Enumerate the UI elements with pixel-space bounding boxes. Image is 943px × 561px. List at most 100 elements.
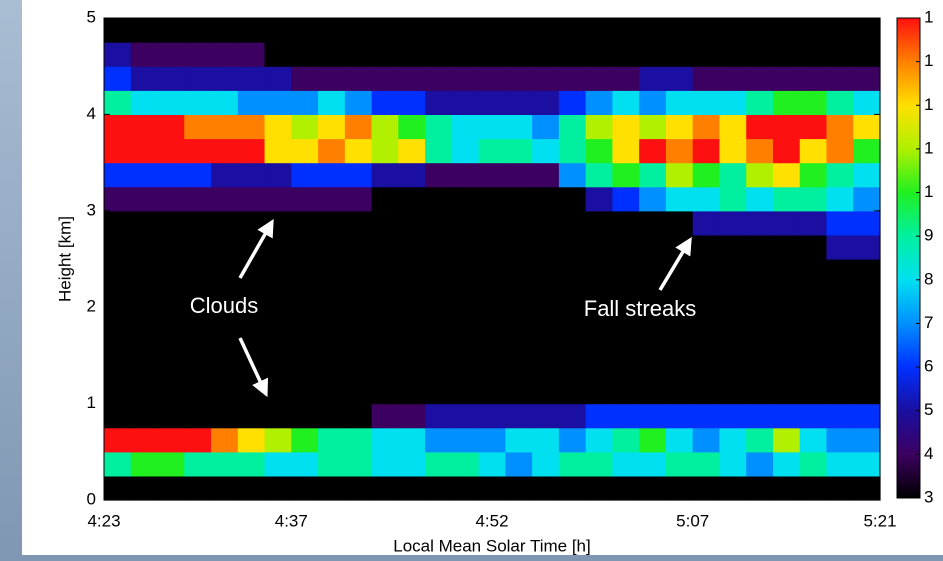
heatmap-cell: [238, 428, 265, 453]
heatmap: [104, 18, 881, 501]
heatmap-cell: [559, 139, 586, 164]
heatmap-cell: [452, 90, 479, 115]
heatmap-cell: [184, 331, 211, 356]
heatmap-cell: [559, 187, 586, 212]
heatmap-cell: [826, 187, 853, 212]
heatmap-cell: [505, 283, 532, 308]
heatmap-cell: [265, 476, 292, 501]
heatmap-cell: [291, 355, 318, 380]
heatmap-cell: [800, 404, 827, 429]
heatmap-cell: [479, 90, 506, 115]
heatmap-cell: [211, 355, 238, 380]
heatmap-cell: [372, 428, 399, 453]
heatmap-cell: [131, 331, 158, 356]
heatmap-cell: [586, 139, 613, 164]
heatmap-cell: [372, 66, 399, 91]
heatmap-cell: [559, 163, 586, 188]
heatmap-cell: [372, 404, 399, 429]
heatmap-cell: [345, 331, 372, 356]
heatmap-cell: [586, 18, 613, 43]
heatmap-cell: [104, 355, 131, 380]
heatmap-cell: [452, 235, 479, 260]
heatmap-cell: [211, 42, 238, 67]
colorbar-tick-label: 1: [924, 7, 933, 26]
heatmap-cell: [826, 259, 853, 284]
heatmap-cell: [291, 476, 318, 501]
heatmap-cell: [318, 283, 345, 308]
heatmap-cell: [612, 331, 639, 356]
heatmap-cell: [612, 476, 639, 501]
heatmap-cell: [104, 66, 131, 91]
heatmap-cell: [184, 163, 211, 188]
heatmap-cell: [505, 331, 532, 356]
heatmap-cell: [238, 42, 265, 67]
heatmap-cell: [773, 163, 800, 188]
heatmap-cell: [800, 163, 827, 188]
heatmap-cell: [639, 114, 666, 139]
heatmap-cell: [211, 18, 238, 43]
heatmap-cell: [345, 476, 372, 501]
heatmap-cell: [238, 18, 265, 43]
heatmap-cell: [345, 42, 372, 67]
heatmap-cell: [693, 90, 720, 115]
heatmap-cell: [746, 476, 773, 501]
colorbar-tick-label: 3: [924, 487, 933, 506]
x-tick-label: 4:52: [475, 511, 508, 530]
heatmap-cell: [398, 66, 425, 91]
heatmap-cell: [131, 90, 158, 115]
heatmap-cell: [425, 452, 452, 477]
heatmap-cell: [238, 452, 265, 477]
heatmap-cell: [158, 114, 185, 139]
heatmap-cell: [719, 66, 746, 91]
heatmap-cell: [291, 307, 318, 332]
heatmap-cell: [265, 259, 292, 284]
heatmap-cell: [773, 187, 800, 212]
heatmap-cell: [800, 331, 827, 356]
heatmap-cell: [479, 380, 506, 405]
heatmap-cell: [479, 355, 506, 380]
heatmap-cell: [719, 404, 746, 429]
heatmap-cell: [800, 42, 827, 67]
heatmap-cell: [666, 90, 693, 115]
heatmap-cell: [693, 66, 720, 91]
heatmap-cell: [559, 283, 586, 308]
heatmap-cell: [719, 114, 746, 139]
heatmap-cell: [559, 404, 586, 429]
heatmap-cell: [425, 404, 452, 429]
heatmap-cell: [719, 476, 746, 501]
heatmap-cell: [746, 66, 773, 91]
heatmap-cell: [318, 380, 345, 405]
heatmap-cell: [666, 380, 693, 405]
heatmap-cell: [826, 90, 853, 115]
heatmap-cell: [612, 139, 639, 164]
heatmap-cell: [586, 428, 613, 453]
heatmap-cell: [452, 211, 479, 236]
heatmap-cell: [559, 380, 586, 405]
heatmap-cell: [131, 283, 158, 308]
heatmap-cell: [158, 139, 185, 164]
heatmap-cell: [773, 18, 800, 43]
heatmap-cell: [211, 452, 238, 477]
heatmap-cell: [104, 307, 131, 332]
heatmap-cell: [746, 114, 773, 139]
heatmap-cell: [345, 66, 372, 91]
heatmap-cell: [559, 259, 586, 284]
heatmap-cell: [773, 476, 800, 501]
heatmap-cell: [425, 259, 452, 284]
heatmap-cell: [853, 428, 880, 453]
heatmap-cell: [452, 187, 479, 212]
heatmap-cell: [693, 404, 720, 429]
heatmap-cell: [746, 452, 773, 477]
heatmap-cell: [693, 114, 720, 139]
y-axis-label: Height [km]: [55, 216, 74, 302]
heatmap-cell: [345, 283, 372, 308]
colorbar-tick-label: 6: [924, 357, 933, 376]
heatmap-cell: [853, 355, 880, 380]
page: {"chart_data": { "type": "heatmap", "xla…: [0, 0, 943, 561]
heatmap-cell: [532, 331, 559, 356]
heatmap-cell: [291, 283, 318, 308]
heatmap-cell: [372, 187, 399, 212]
heatmap-cell: [505, 139, 532, 164]
heatmap-cell: [479, 331, 506, 356]
heatmap-cell: [318, 404, 345, 429]
